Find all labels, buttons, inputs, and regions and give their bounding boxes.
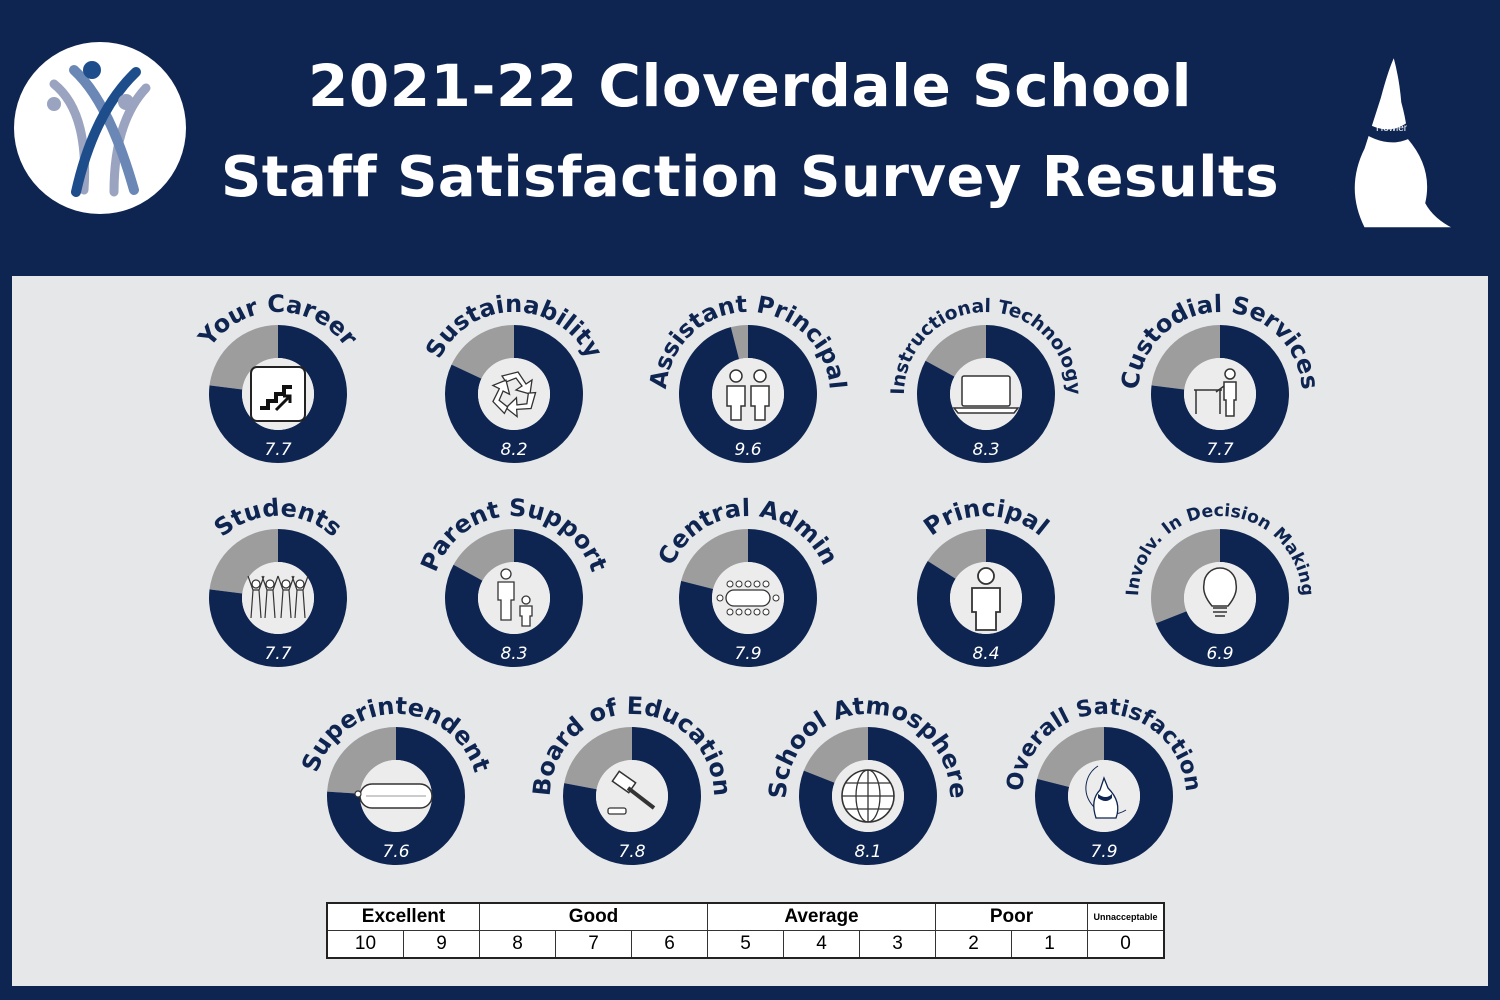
donut-remainder-parent-support [453,529,514,581]
scale-value-5: 5 [707,930,784,959]
lightbulb-icon [1202,567,1238,617]
custodian-table-icon [1194,368,1237,417]
value-label-sustainability: 8.2 [500,440,527,460]
donut-value-custodial-services [1151,325,1289,464]
scale-value-6: 6 [631,930,708,959]
donut-remainder-custodial-services [1151,325,1220,390]
donut-value-board-of-education [562,727,701,866]
scale-group-unnacceptable: Unnacceptable [1087,902,1165,931]
donut-remainder-involv-in-decision-making [1151,529,1220,624]
value-label-involv-in-decision-making: 6.9 [1206,644,1233,664]
donut-remainder-sustainability [451,325,514,379]
donut-remainder-students [209,529,278,594]
donut-remainder-school-atmosphere [803,727,868,783]
scale-value-9: 9 [403,930,480,959]
value-label-superintendent: 7.6 [382,842,409,862]
sub-sandwich-icon [354,783,433,809]
donut-remainder-superintendent [327,727,396,794]
howler-wolf-mascot: Howler [1308,34,1472,229]
donut-value-central-admin [679,529,818,668]
scale-value-7: 7 [555,930,632,959]
howler-mascot-icon [1085,765,1127,819]
scale-group-poor: Poor [935,902,1088,931]
scale-value-0: 0 [1087,930,1165,959]
scale-value-3: 3 [859,930,936,959]
parent-child-icon [497,568,533,627]
value-label-students: 7.7 [264,644,291,664]
scale-value-8: 8 [479,930,556,959]
value-label-instructional-technology: 8.3 [972,440,999,460]
donut-value-superintendent [327,727,465,865]
value-label-parent-support: 8.3 [500,644,527,664]
donut-value-instructional-technology [916,325,1055,463]
value-label-principal: 8.4 [972,644,999,664]
two-people-icon [726,369,770,421]
title-line-1: 2021-22 Cloverdale School [307,52,1193,120]
person-icon [971,567,1001,631]
value-label-custodial-services: 7.7 [1206,440,1233,460]
gavel-icon [607,770,656,815]
laptop-icon [952,375,1020,414]
donut-value-your-career [208,325,348,464]
mascot-bandana-text: Howler [1376,123,1408,134]
donut-remainder-your-career [209,325,278,390]
donut-value-assistant-principal [679,325,818,464]
scale-group-average: Average [707,902,936,931]
scale-group-excellent: Excellent [326,902,480,931]
recycle-icon [491,371,537,418]
donut-value-sustainability [445,325,584,463]
donut-remainder-board-of-education [564,727,632,790]
value-label-central-admin: 7.9 [734,644,761,664]
title-line-2: Staff Satisfaction Survey Results [220,145,1280,210]
scale-value-4: 4 [783,930,860,959]
stairs-up-icon [250,366,306,422]
scale-group-good: Good [479,902,708,931]
rating-scale-legend: Excellent Good Average Poor Unnacceptable 10… [326,902,1165,959]
donut-remainder-principal [927,529,986,579]
donut-value-principal [917,529,1055,667]
scale-value-10: 10 [326,930,404,959]
value-label-board-of-education: 7.8 [618,842,645,862]
scale-value-1: 1 [1011,930,1088,959]
conference-table-icon [716,580,780,616]
donut-value-overall-satisfaction [1035,727,1173,865]
people-figures-logo [14,42,186,214]
value-label-overall-satisfaction: 7.9 [1090,842,1117,862]
scale-group-row: Excellent Good Average Poor Unnacceptable [326,902,1165,931]
globe-icon [841,769,895,823]
scale-value-row: 10 9 8 7 6 5 4 3 2 1 0 [326,930,1165,959]
value-label-school-atmosphere: 8.1 [854,842,881,862]
donut-remainder-central-admin [681,529,748,590]
value-label-your-career: 7.7 [264,440,291,460]
donut-value-school-atmosphere [799,727,938,865]
donut-value-students [208,529,347,667]
donut-remainder-overall-satisfaction [1037,727,1104,788]
students-cheering-icon [247,575,309,619]
donut-value-parent-support [444,529,583,667]
donut-value-involv-in-decision-making [1155,529,1289,667]
value-label-assistant-principal: 9.6 [734,440,761,460]
scale-value-2: 2 [935,930,1012,959]
donut-remainder-instructional-technology [925,325,986,377]
donut-remainder-assistant-principal [730,325,748,360]
